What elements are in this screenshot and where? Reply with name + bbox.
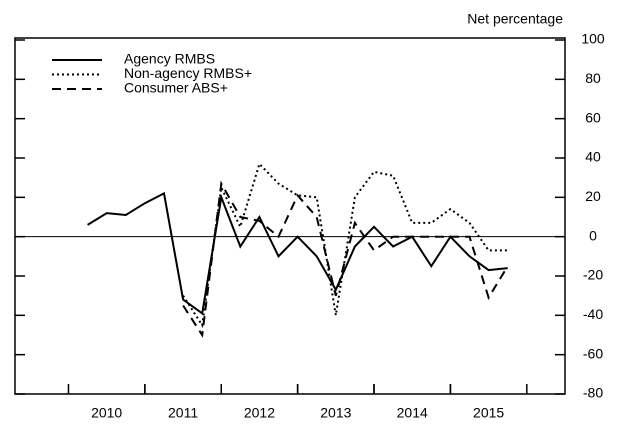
legend-label: Consumer ABS+ <box>124 80 228 96</box>
x-tick-label: 2014 <box>397 405 428 421</box>
y-tick-label: 40 <box>585 149 601 165</box>
series-line <box>182 180 509 338</box>
x-tick-label: 2015 <box>473 405 504 421</box>
y-tick-label: 100 <box>581 31 605 47</box>
legend-label: Non-agency RMBS+ <box>124 65 252 81</box>
y-tick-label: -80 <box>583 385 603 401</box>
y-tick-label: 20 <box>585 188 601 204</box>
x-tick-label: 2010 <box>91 405 122 421</box>
legend-label: Agency RMBS <box>124 51 215 67</box>
y-tick-label: 0 <box>589 227 597 243</box>
y-axis-label: Net percentage <box>467 11 563 27</box>
series-line <box>87 191 508 316</box>
x-tick-label: 2013 <box>320 405 351 421</box>
x-tick-label: 2011 <box>168 405 198 421</box>
y-tick-label: 80 <box>585 70 601 86</box>
y-tick-label: -40 <box>583 306 603 322</box>
y-tick-label: -60 <box>583 345 603 361</box>
y-tick-label: 60 <box>585 109 601 125</box>
y-tick-label: -20 <box>583 267 603 283</box>
plot-frame <box>14 37 566 395</box>
x-tick-label: 2012 <box>244 405 275 421</box>
